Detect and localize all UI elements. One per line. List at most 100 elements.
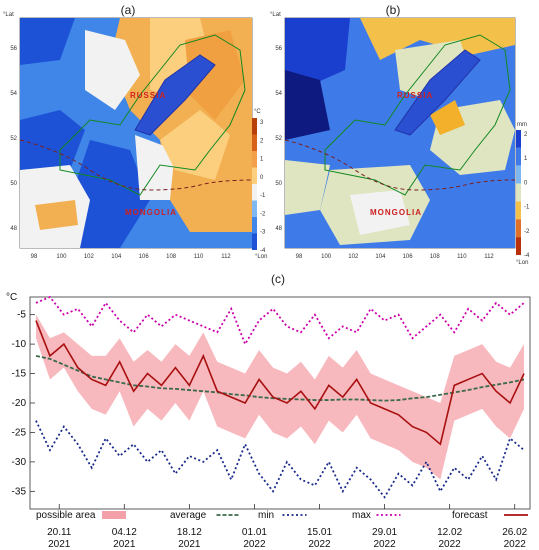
colorbar-tick-label: -2 xyxy=(524,229,530,235)
colorbar-swatch xyxy=(516,130,521,148)
colorbar-tick-label: -4 xyxy=(524,253,530,259)
lat-tick-label: 54 xyxy=(275,91,282,97)
x-tick-date: 15.01 xyxy=(307,527,332,538)
lat-tick-label: 52 xyxy=(275,136,282,142)
lon-tick-label: 102 xyxy=(84,254,95,260)
lon-tick-label: 98 xyxy=(296,254,303,260)
colorbar-tick-label: -4 xyxy=(260,248,266,254)
panel-label-a: (a) xyxy=(121,3,136,17)
lon-tick-label: 108 xyxy=(430,254,441,260)
basin-border-a xyxy=(59,34,246,196)
colorbar-tick-label: 0 xyxy=(524,180,528,186)
colorbar-swatch xyxy=(252,184,257,201)
legend-label-average: average xyxy=(170,510,207,521)
lon-tick-label: 106 xyxy=(403,254,414,260)
lon-tick-label: 112 xyxy=(484,254,494,260)
colorbar-tick-label: 0 xyxy=(260,175,264,181)
colorbar-swatch xyxy=(252,167,257,184)
colorbar-swatch xyxy=(252,151,257,168)
lon-tick-label: 108 xyxy=(166,254,177,260)
x-tick-date: 18.12 xyxy=(177,527,202,538)
x-tick-year: 2022 xyxy=(439,539,462,550)
colorbar-swatch xyxy=(516,165,521,184)
colorbar-swatch xyxy=(252,217,257,234)
lon-tick-label: 104 xyxy=(111,254,122,260)
x-tick-date: 04.12 xyxy=(112,527,137,538)
colorbar-tick-label: -1 xyxy=(260,193,266,199)
colorbar-tick-label: -3 xyxy=(260,230,266,236)
lon-ticks-a: 98 100 102 104 106 108 110 112 xyxy=(31,254,232,260)
colorbar-swatch xyxy=(252,233,257,250)
y-axis-label: °C xyxy=(6,292,17,303)
possible-area xyxy=(36,314,524,480)
label-mongolia-a: MONGOLIA xyxy=(125,208,177,217)
legend-label-forecast: forecast xyxy=(452,510,488,521)
chart-panel-c: (c) °C -5-10-15-20-25-30-35 20.11202104.… xyxy=(6,272,531,550)
legend-unit-b: mm xyxy=(517,122,527,128)
colorbar-tick-label: 1 xyxy=(260,157,264,163)
y-tick-label: -30 xyxy=(12,457,27,468)
lon-tick-label: 112 xyxy=(221,254,231,260)
colorbar-swatch xyxy=(252,134,257,151)
x-tick-date: 29.01 xyxy=(372,527,397,538)
colorbar-tick-label: 2 xyxy=(260,138,264,144)
border-line-a xyxy=(19,139,253,191)
colorbar-swatch xyxy=(252,118,257,135)
colorbar-tick-label: -2 xyxy=(260,211,266,217)
x-tick-year: 2022 xyxy=(373,539,396,550)
lon-tick-label: 100 xyxy=(56,254,67,260)
series-max xyxy=(35,295,525,347)
lat-tick-label: 52 xyxy=(10,136,17,142)
lon-tick-label: 100 xyxy=(321,254,332,260)
x-tick-year: 2022 xyxy=(504,539,527,550)
colorbar-swatch xyxy=(516,219,521,238)
colorbar-tick-label: -1 xyxy=(524,205,530,211)
map-fill-a xyxy=(20,18,252,248)
lon-tick-label: 106 xyxy=(139,254,150,260)
colorbar-a: 3 2 1 0 -1 -2 -3 -4 xyxy=(252,118,266,254)
possible-area-band xyxy=(36,314,524,480)
lon-tick-label: 98 xyxy=(31,254,38,260)
colorbar-swatch xyxy=(252,200,257,217)
lon-ticks-b: 98 100 102 104 106 108 110 112 xyxy=(296,254,495,260)
panel-label-c: (c) xyxy=(271,272,285,286)
x-tick-year: 2022 xyxy=(243,539,266,550)
lon-tick-label: 104 xyxy=(375,254,386,260)
lon-tick-label: 102 xyxy=(348,254,359,260)
lat-tick-label: 48 xyxy=(275,226,282,232)
lat-tick-label: 54 xyxy=(10,91,17,97)
legend-label-band: possible area xyxy=(36,510,96,521)
basin-border-b xyxy=(324,34,511,196)
x-tick-year: 2021 xyxy=(178,539,201,550)
series-forecast xyxy=(35,320,525,446)
x-tick-date: 26.02 xyxy=(502,527,527,538)
legend-key-band xyxy=(102,511,126,519)
label-russia-b: RUSSIA xyxy=(397,91,433,100)
x-ticks: 20.11202104.12202118.12202101.01202215.0… xyxy=(47,504,528,550)
legend-label-max: max xyxy=(352,510,371,521)
legend-unit-a: °C xyxy=(254,109,261,115)
y-tick-label: -20 xyxy=(12,398,27,409)
y-tick-label: -35 xyxy=(12,486,27,497)
series-average xyxy=(35,355,525,402)
colorbar-tick-label: 2 xyxy=(524,132,528,138)
colorbar-swatch xyxy=(516,237,521,255)
legend-label-min: min xyxy=(258,510,274,521)
y-tick-label: -25 xyxy=(12,427,27,438)
lat-tick-label: 48 xyxy=(10,226,17,232)
lat-ticks-b: 56 54 52 50 48 xyxy=(275,46,282,232)
lat-tick-label: 56 xyxy=(275,46,282,52)
colorbar-tick-label: 3 xyxy=(260,120,264,126)
y-tick-label: -10 xyxy=(12,339,27,350)
lon-unit-b: °Lon xyxy=(516,260,528,266)
x-tick-year: 2021 xyxy=(113,539,136,550)
series-lines xyxy=(35,295,525,499)
border-line-b xyxy=(284,139,516,191)
label-mongolia-b: MONGOLIA xyxy=(370,208,422,217)
colorbar-swatch xyxy=(516,183,521,202)
x-tick-date: 20.11 xyxy=(47,527,72,538)
y-tick-label: -15 xyxy=(12,369,27,380)
